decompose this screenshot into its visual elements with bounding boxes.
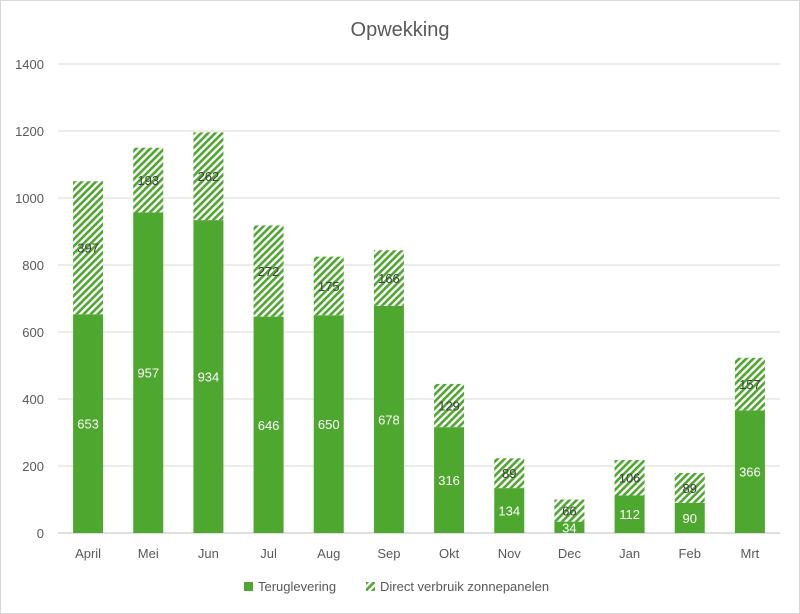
legend-swatch-teruglevering bbox=[244, 582, 253, 591]
x-tick-label: Dec bbox=[558, 546, 582, 561]
data-label-bg bbox=[193, 166, 224, 185]
x-tick-label: Jul bbox=[260, 546, 277, 561]
bar-teruglevering bbox=[494, 488, 525, 533]
y-tick-label: 600 bbox=[22, 325, 44, 340]
data-label-bg bbox=[554, 500, 585, 519]
bar-teruglevering bbox=[434, 427, 465, 533]
data-label: 134 bbox=[498, 504, 520, 519]
x-tick-label: Aug bbox=[317, 546, 340, 561]
data-label: 650 bbox=[318, 417, 340, 432]
data-label: 957 bbox=[137, 366, 159, 381]
x-tick-label: Sep bbox=[377, 546, 400, 561]
bar-teruglevering bbox=[373, 305, 404, 533]
data-label: 34 bbox=[562, 520, 576, 535]
data-label-bg bbox=[494, 463, 525, 482]
data-label: 646 bbox=[258, 418, 280, 433]
data-label: 272 bbox=[258, 264, 280, 279]
x-tick-label: Mrt bbox=[741, 546, 760, 561]
data-label: 316 bbox=[438, 473, 460, 488]
bar-teruglevering bbox=[313, 315, 344, 533]
y-tick-label: 400 bbox=[22, 392, 44, 407]
data-label-bg bbox=[373, 268, 404, 287]
x-tick-label: Okt bbox=[439, 546, 460, 561]
bar-teruglevering bbox=[193, 220, 224, 534]
x-tick-label: Feb bbox=[679, 546, 701, 561]
data-label: 66 bbox=[562, 504, 576, 519]
data-label: 129 bbox=[438, 399, 460, 414]
legend: Teruglevering Direct verbruik zonnepanel… bbox=[244, 579, 549, 594]
y-tick-label: 200 bbox=[22, 459, 44, 474]
data-label-bg bbox=[73, 237, 104, 256]
data-label-bg bbox=[133, 170, 164, 189]
data-label-bg bbox=[434, 395, 465, 414]
data-label: 653 bbox=[77, 417, 99, 432]
bar-teruglevering bbox=[614, 495, 645, 533]
data-label: 934 bbox=[198, 370, 220, 385]
y-tick-label: 800 bbox=[22, 258, 44, 273]
bar-teruglevering bbox=[674, 502, 705, 533]
data-label: 193 bbox=[137, 173, 159, 188]
y-tick-label: 1200 bbox=[15, 124, 44, 139]
data-label: 157 bbox=[739, 377, 761, 392]
data-label-bg bbox=[674, 477, 705, 496]
data-label: 166 bbox=[378, 271, 400, 286]
data-label-bg bbox=[734, 374, 765, 393]
data-label: 112 bbox=[619, 507, 640, 522]
data-label: 89 bbox=[502, 466, 516, 481]
x-tick-label: Jun bbox=[198, 546, 219, 561]
data-label: 366 bbox=[739, 465, 761, 480]
legend-swatch-direct-verbruik bbox=[366, 582, 375, 591]
x-tick-label: Mei bbox=[138, 546, 159, 561]
bar-teruglevering bbox=[554, 521, 585, 533]
x-tick-label: April bbox=[75, 546, 101, 561]
y-tick-label: 0 bbox=[37, 526, 44, 541]
data-label: 397 bbox=[77, 241, 99, 256]
chart-title: Opwekking bbox=[351, 19, 450, 41]
data-label: 106 bbox=[619, 471, 641, 486]
data-label: 89 bbox=[683, 481, 697, 496]
bar-teruglevering bbox=[73, 314, 104, 533]
y-tick-label: 1000 bbox=[15, 191, 44, 206]
data-label: 678 bbox=[378, 412, 400, 427]
bar-teruglevering bbox=[133, 212, 164, 533]
data-label-bg bbox=[253, 261, 284, 280]
bar-teruglevering bbox=[253, 316, 284, 533]
bar-teruglevering bbox=[734, 410, 765, 533]
data-label-bg bbox=[313, 275, 344, 294]
x-tick-label: Jan bbox=[619, 546, 640, 561]
data-label-bg bbox=[614, 467, 645, 486]
x-tick-label: Nov bbox=[498, 546, 522, 561]
legend-label-direct-verbruik: Direct verbruik zonnepanelen bbox=[380, 579, 549, 594]
data-label: 90 bbox=[683, 511, 697, 526]
data-label: 262 bbox=[198, 169, 220, 184]
y-tick-label: 1400 bbox=[15, 57, 44, 72]
data-label: 175 bbox=[318, 279, 340, 294]
legend-label-teruglevering: Teruglevering bbox=[258, 579, 336, 594]
